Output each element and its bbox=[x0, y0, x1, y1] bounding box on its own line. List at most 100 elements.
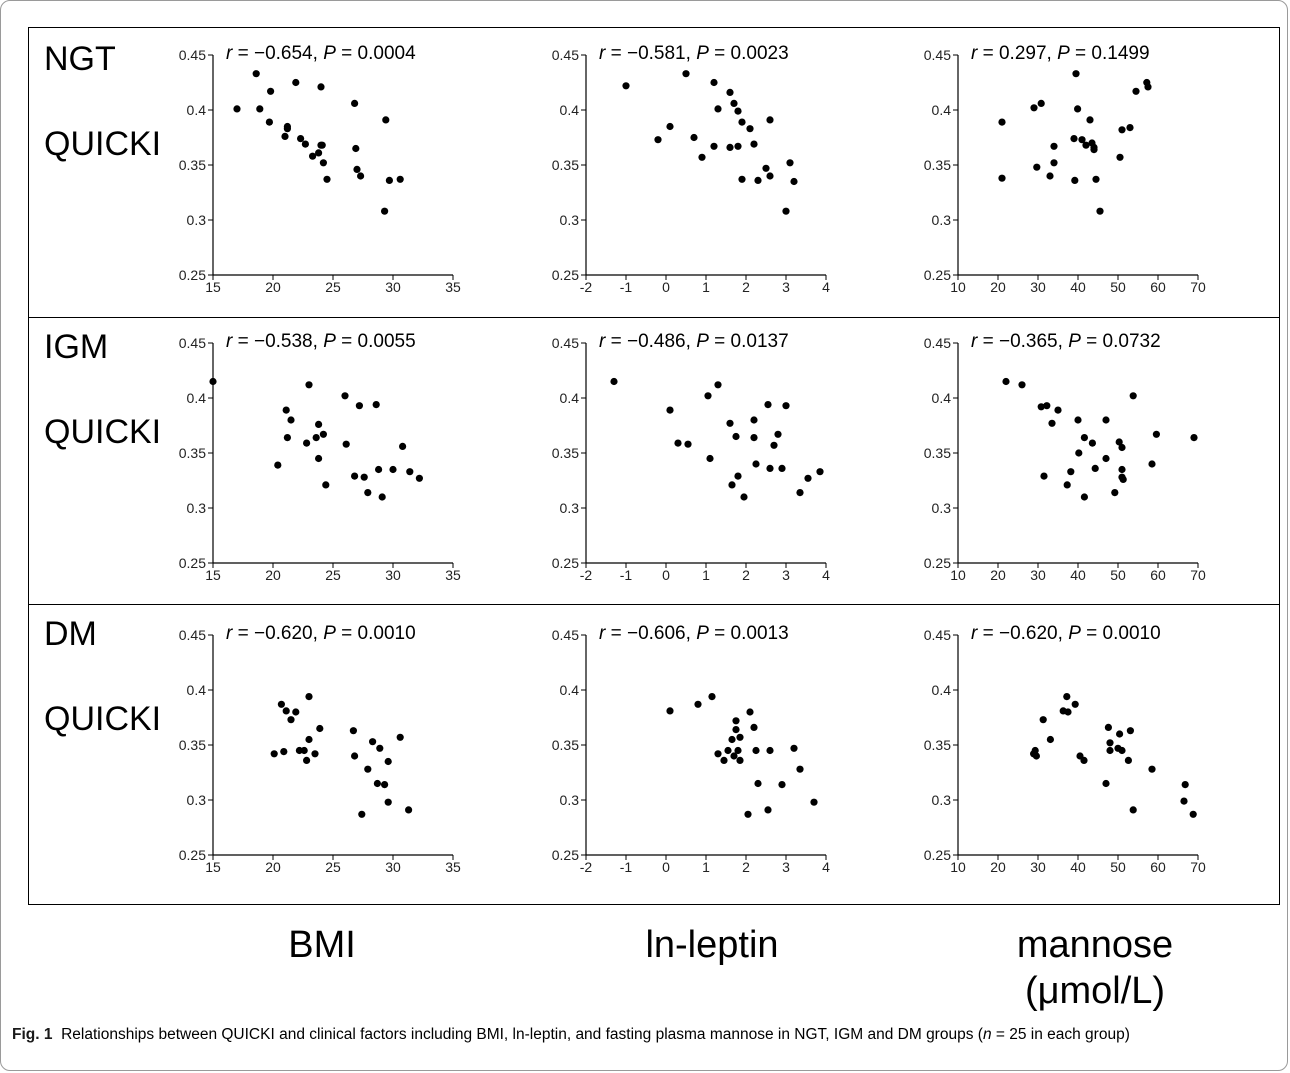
y-tick-label: 0.4 bbox=[187, 102, 207, 118]
data-point bbox=[1118, 126, 1126, 134]
y-tick-label: 0.45 bbox=[552, 627, 579, 643]
y-tick-label: 0.25 bbox=[552, 555, 579, 571]
stats-text: = −0.365, bbox=[977, 331, 1068, 352]
data-point bbox=[376, 744, 384, 752]
data-point bbox=[1080, 493, 1088, 501]
data-point bbox=[1092, 175, 1100, 183]
x-tick-label: 70 bbox=[1190, 279, 1206, 295]
data-point bbox=[322, 481, 330, 489]
y-tick-label: 0.4 bbox=[932, 390, 952, 406]
data-point bbox=[732, 717, 740, 725]
data-point bbox=[1039, 716, 1047, 724]
data-point bbox=[358, 810, 366, 818]
x-tick-label: 4 bbox=[822, 279, 830, 295]
stats-annotation: r = −0.620, P = 0.0010 bbox=[226, 623, 416, 644]
stats-text: = 0.0023 bbox=[709, 43, 789, 64]
data-point bbox=[796, 765, 804, 773]
data-point bbox=[766, 464, 774, 472]
y-tick-label: 0.3 bbox=[187, 212, 207, 228]
data-point bbox=[1090, 146, 1098, 154]
stats-text: r bbox=[599, 43, 606, 64]
data-point bbox=[283, 434, 291, 442]
data-point bbox=[734, 746, 742, 755]
data-point bbox=[382, 116, 390, 124]
stats-text: P bbox=[323, 623, 336, 644]
data-point bbox=[750, 434, 758, 442]
group-label-dm: DM bbox=[44, 615, 97, 653]
data-point bbox=[1046, 172, 1054, 180]
y-tick-label: 0.25 bbox=[552, 267, 579, 283]
x-tick-label: 35 bbox=[445, 279, 461, 295]
stats-text: r bbox=[599, 623, 606, 644]
data-point bbox=[730, 99, 738, 107]
y-tick-label: 0.35 bbox=[924, 157, 951, 173]
data-point bbox=[1050, 159, 1058, 167]
x-tick-label: 0 bbox=[662, 279, 670, 295]
y-tick-label: 0.45 bbox=[552, 335, 579, 351]
y-tick-label: 0.3 bbox=[932, 500, 952, 516]
x-tick-label: 40 bbox=[1070, 279, 1086, 295]
x-tick-label: 3 bbox=[782, 567, 790, 583]
data-point bbox=[1116, 153, 1124, 161]
y-tick-label: 0.3 bbox=[560, 212, 580, 228]
data-point bbox=[746, 125, 754, 133]
data-point bbox=[738, 175, 746, 183]
y-tick-label: 0.35 bbox=[552, 445, 579, 461]
data-point bbox=[754, 176, 762, 184]
y-tick-label: 0.25 bbox=[924, 847, 951, 863]
x-tick-label: -2 bbox=[580, 279, 593, 295]
y-tick-label: 0.3 bbox=[187, 500, 207, 516]
data-point bbox=[714, 105, 722, 113]
data-point bbox=[750, 723, 758, 732]
x-tick-label: -2 bbox=[580, 567, 593, 583]
data-point bbox=[734, 472, 742, 480]
data-point bbox=[252, 70, 260, 78]
data-point bbox=[1132, 87, 1140, 95]
data-point bbox=[710, 142, 718, 150]
data-point bbox=[720, 756, 728, 765]
stats-text: = −0.654, bbox=[232, 43, 323, 64]
data-point bbox=[774, 430, 782, 438]
data-point bbox=[1054, 406, 1062, 414]
data-point bbox=[318, 141, 326, 149]
data-point bbox=[1104, 723, 1112, 732]
data-point bbox=[754, 779, 762, 788]
y-tick-label: 0.45 bbox=[179, 335, 206, 351]
data-point bbox=[1116, 730, 1124, 738]
data-point bbox=[746, 708, 754, 716]
stats-annotation: r = −0.581, P = 0.0023 bbox=[599, 43, 789, 64]
data-point bbox=[804, 474, 812, 482]
y-tick-label: 0.4 bbox=[560, 390, 580, 406]
data-point bbox=[378, 493, 386, 501]
caption-n: n bbox=[982, 1026, 992, 1043]
x-tick-label: 15 bbox=[205, 567, 221, 583]
data-point bbox=[357, 172, 365, 180]
data-point bbox=[1072, 70, 1080, 78]
x-tick-label: 20 bbox=[265, 279, 281, 295]
y-axis-label: QUICKI bbox=[44, 700, 162, 738]
y-tick-label: 0.25 bbox=[179, 555, 206, 571]
stats-annotation: r = −0.365, P = 0.0732 bbox=[971, 331, 1161, 352]
x-tick-label: 70 bbox=[1190, 859, 1206, 875]
x-tick-label: 60 bbox=[1150, 279, 1166, 295]
data-point bbox=[342, 440, 350, 448]
stats-text: = −0.620, bbox=[977, 623, 1068, 644]
x-tick-label: 2 bbox=[742, 859, 750, 875]
data-point bbox=[1124, 756, 1132, 765]
figure-number: Fig. 1 bbox=[12, 1026, 53, 1043]
stats-text: P bbox=[1068, 331, 1081, 352]
data-point bbox=[1071, 700, 1079, 708]
x-tick-label: 40 bbox=[1070, 567, 1086, 583]
x-tick-label: 60 bbox=[1150, 859, 1166, 875]
x-tick-label: 15 bbox=[205, 279, 221, 295]
stats-text: = −0.606, bbox=[605, 623, 696, 644]
y-tick-label: 0.4 bbox=[187, 682, 207, 698]
stats-text: = 0.0732 bbox=[1081, 331, 1161, 352]
data-point bbox=[1102, 454, 1110, 463]
row-divider bbox=[28, 604, 1280, 605]
data-point bbox=[1129, 392, 1137, 400]
y-tick-label: 0.4 bbox=[932, 102, 952, 118]
y-tick-label: 0.35 bbox=[179, 737, 206, 753]
x-tick-label: 20 bbox=[265, 567, 281, 583]
data-point bbox=[1031, 746, 1039, 755]
